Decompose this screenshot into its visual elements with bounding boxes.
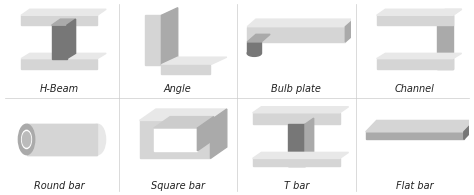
Polygon shape — [21, 9, 106, 15]
Polygon shape — [52, 19, 75, 25]
Polygon shape — [27, 124, 98, 155]
Ellipse shape — [89, 124, 106, 155]
Polygon shape — [140, 120, 210, 158]
Polygon shape — [247, 27, 345, 42]
Text: Flat bar: Flat bar — [396, 181, 434, 191]
Polygon shape — [145, 15, 161, 65]
Text: Round bar: Round bar — [34, 181, 84, 191]
Polygon shape — [161, 8, 178, 65]
Text: Channel: Channel — [395, 84, 435, 94]
Polygon shape — [247, 42, 261, 53]
Polygon shape — [366, 132, 464, 139]
Polygon shape — [253, 107, 348, 113]
Text: Angle: Angle — [164, 84, 191, 94]
Polygon shape — [21, 15, 98, 25]
Polygon shape — [345, 19, 354, 42]
Polygon shape — [161, 57, 227, 65]
Text: Square bar: Square bar — [151, 181, 205, 191]
Ellipse shape — [18, 124, 35, 155]
Bar — [52, 25, 67, 59]
Ellipse shape — [247, 50, 261, 56]
Ellipse shape — [22, 130, 31, 149]
Polygon shape — [253, 113, 340, 124]
Polygon shape — [27, 124, 98, 155]
Text: Bulb plate: Bulb plate — [271, 84, 321, 94]
Polygon shape — [197, 117, 214, 151]
Polygon shape — [154, 117, 214, 128]
Polygon shape — [376, 53, 462, 59]
Polygon shape — [67, 19, 75, 59]
Polygon shape — [288, 124, 305, 166]
Polygon shape — [21, 53, 106, 59]
Polygon shape — [437, 9, 462, 15]
Polygon shape — [366, 120, 474, 132]
Ellipse shape — [22, 132, 31, 147]
Polygon shape — [21, 59, 98, 69]
Polygon shape — [247, 34, 270, 42]
Text: H-Beam: H-Beam — [40, 84, 79, 94]
Polygon shape — [376, 59, 453, 69]
Polygon shape — [305, 118, 314, 166]
Polygon shape — [247, 19, 354, 27]
Polygon shape — [464, 120, 474, 139]
Text: T bar: T bar — [283, 181, 309, 191]
Polygon shape — [253, 158, 340, 166]
Polygon shape — [376, 15, 453, 25]
Polygon shape — [161, 65, 210, 74]
Polygon shape — [154, 128, 197, 151]
Polygon shape — [140, 109, 227, 120]
Polygon shape — [210, 109, 227, 158]
Polygon shape — [437, 15, 453, 69]
Polygon shape — [376, 9, 462, 15]
Polygon shape — [253, 152, 348, 158]
